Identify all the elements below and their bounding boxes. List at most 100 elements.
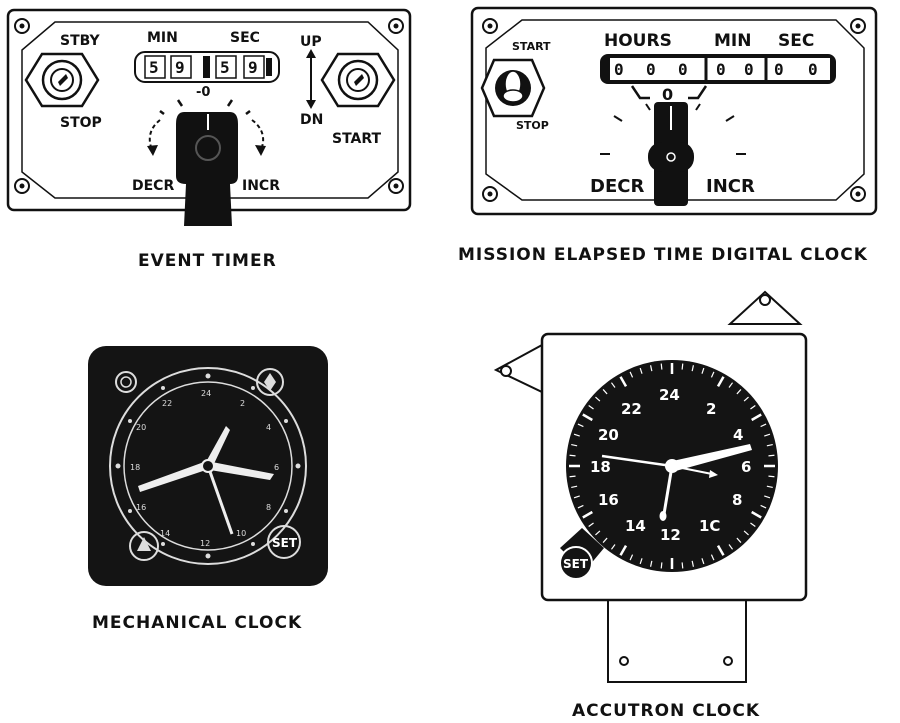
svg-text:2: 2 bbox=[240, 399, 245, 408]
dial-tick bbox=[660, 562, 663, 569]
dial-tick bbox=[619, 545, 628, 556]
mounting-screw bbox=[482, 18, 866, 202]
met-incr-label: INCR bbox=[706, 176, 755, 197]
mission-elapsed-time-clock: START STOP HOURS MIN SEC 0 0 0 0 0 0 0 0 bbox=[458, 6, 878, 265]
dial-tick bbox=[588, 522, 594, 528]
hour-numeral: 18 bbox=[590, 458, 611, 476]
hour-numeral: 12 bbox=[660, 526, 681, 544]
dial-tick bbox=[573, 495, 580, 499]
met-min-label: MIN bbox=[714, 31, 751, 51]
dial-tick bbox=[619, 376, 628, 387]
svg-text:4: 4 bbox=[266, 423, 271, 432]
incr-arrow-icon bbox=[251, 119, 266, 156]
dial-tick bbox=[760, 504, 767, 509]
dial-tick bbox=[649, 560, 653, 567]
hours-label: HOURS bbox=[604, 31, 672, 51]
decr-arrow-icon bbox=[147, 119, 161, 156]
mechanical-set-button[interactable] bbox=[267, 525, 301, 559]
accutron-clock: 24 2 4 6 8 1C 12 14 16 18 20 22 SET ACCU… bbox=[493, 290, 808, 721]
knob-tick-marks bbox=[600, 103, 746, 155]
counter-digit: 0 bbox=[744, 60, 754, 79]
stby-stop-switch[interactable] bbox=[24, 52, 100, 108]
up-down-arrow-icon bbox=[306, 49, 316, 109]
svg-text:16: 16 bbox=[136, 503, 146, 512]
dial-tick bbox=[569, 475, 576, 478]
mounting-hole bbox=[759, 294, 771, 306]
dial-tick bbox=[750, 404, 756, 410]
hour-numeral: 8 bbox=[732, 491, 742, 509]
met-knob[interactable] bbox=[648, 102, 694, 206]
counter-digit: 5 bbox=[149, 58, 159, 77]
dial-tick bbox=[728, 382, 734, 388]
met-counter bbox=[600, 54, 836, 84]
dial-tick-marks bbox=[569, 363, 775, 569]
stby-label: STBY bbox=[60, 33, 101, 49]
mounting-bracket bbox=[607, 600, 747, 683]
hour-numeral: 24 bbox=[659, 386, 680, 404]
dial-tick bbox=[701, 558, 705, 565]
light-knob-icon[interactable] bbox=[115, 371, 137, 393]
diamond-knob-icon[interactable] bbox=[256, 368, 284, 396]
svg-text:12: 12 bbox=[200, 539, 210, 548]
dial-tick bbox=[595, 530, 601, 536]
met-start-stop-switch[interactable] bbox=[480, 58, 546, 118]
hour-numeral: 2 bbox=[706, 400, 716, 418]
counter-digit: 0 bbox=[774, 60, 784, 79]
mounting-screw bbox=[14, 18, 404, 194]
dial-tick bbox=[681, 363, 684, 370]
hour-numeral: 20 bbox=[598, 426, 619, 444]
svg-text:22: 22 bbox=[162, 399, 172, 408]
dial-tick bbox=[716, 376, 725, 387]
clock-hands bbox=[601, 444, 752, 521]
stop-label: STOP bbox=[60, 115, 102, 131]
counter-digit: 0 bbox=[808, 60, 818, 79]
svg-text:18: 18 bbox=[130, 463, 140, 472]
counter-digit: 5 bbox=[220, 58, 230, 77]
hour-numeral: 1C bbox=[699, 517, 720, 535]
mounting-hole bbox=[619, 656, 629, 666]
mounting-hole bbox=[723, 656, 733, 666]
mechanical-set-label: SET bbox=[272, 536, 298, 550]
triangle-knob-icon[interactable] bbox=[129, 531, 159, 561]
dial-tick bbox=[710, 554, 715, 561]
start-switch[interactable] bbox=[320, 52, 396, 108]
dial-tick bbox=[751, 510, 762, 519]
svg-text:24: 24 bbox=[201, 389, 211, 398]
event-timer-caption: EVENT TIMER bbox=[138, 251, 277, 271]
met-sec-label: SEC bbox=[778, 31, 814, 51]
dial-tick bbox=[736, 537, 742, 543]
counter-digit: 9 bbox=[175, 58, 185, 77]
dial-tick bbox=[691, 560, 695, 567]
mechanical-clock-dial bbox=[123, 381, 293, 551]
mounting-hole bbox=[500, 365, 512, 377]
dial-tick bbox=[577, 504, 584, 509]
up-label: UP bbox=[300, 34, 322, 50]
decr-label: DECR bbox=[132, 178, 174, 194]
dial-tick bbox=[728, 544, 734, 550]
dial-tick-marks bbox=[115, 373, 301, 559]
met-stop-label: STOP bbox=[516, 119, 549, 132]
dn-label: DN bbox=[300, 112, 323, 128]
dial-tick bbox=[660, 363, 663, 370]
dial-tick bbox=[602, 389, 608, 395]
start-label: START bbox=[332, 131, 382, 147]
counter-digit: 0 bbox=[614, 60, 624, 79]
dial-tick bbox=[595, 396, 601, 402]
svg-text:6: 6 bbox=[274, 463, 279, 472]
dial-tick bbox=[577, 423, 584, 428]
hour-numeral: 16 bbox=[598, 491, 619, 509]
counter-digit: 0 bbox=[646, 60, 656, 79]
svg-text:10: 10 bbox=[236, 529, 246, 538]
accutron-set-knob[interactable] bbox=[559, 528, 604, 580]
dial-tick bbox=[751, 413, 762, 422]
mounting-tab bbox=[727, 290, 803, 325]
dial-tick bbox=[639, 558, 643, 565]
dial-tick bbox=[710, 371, 715, 378]
dial-tick bbox=[573, 433, 580, 437]
dial-tick bbox=[629, 554, 634, 561]
met-caption: MISSION ELAPSED TIME DIGITAL CLOCK bbox=[458, 245, 868, 265]
dial-tick bbox=[768, 475, 775, 478]
event-timer-knob[interactable] bbox=[176, 112, 238, 226]
dial-tick bbox=[610, 382, 616, 388]
